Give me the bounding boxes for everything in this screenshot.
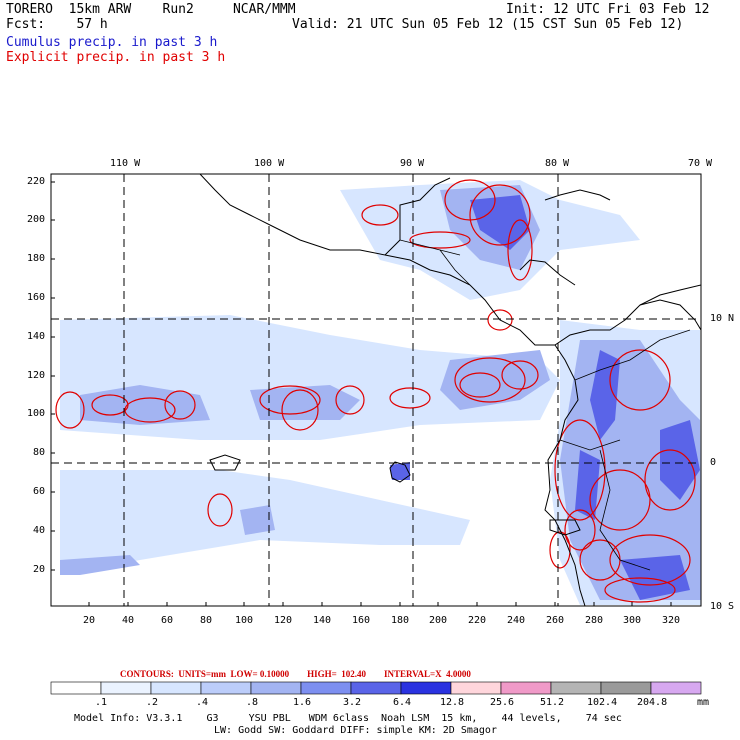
colorbar-cell [550,681,602,695]
cumulus-precip-label: Cumulus precip. in past 3 h [6,35,218,50]
x-label: 40 [122,615,135,626]
colorbar-cell [350,681,402,695]
colorbar [50,681,702,695]
colorbar-cell [200,681,252,695]
valid-time: Valid: 21 UTC Sun 05 Feb 12 (15 CST Sun … [292,17,684,32]
model-title: TORERO 15km ARW Run2 NCAR/MMM [6,2,296,17]
colorbar-label: .2 [146,697,159,708]
colorbar-label: 1.6 [293,697,312,708]
y-label: 200 [27,214,46,225]
lon-label-70w: 70 W [688,158,713,169]
colorbar-cell [400,681,452,695]
explicit-precip-contours [55,179,696,603]
forecast-hour: Fcst: 57 h [6,17,108,32]
y-label: 140 [27,331,46,342]
colorbar-cell [300,681,352,695]
x-label: 320 [662,615,681,626]
x-label: 240 [507,615,526,626]
colorbar-label: 12.8 [440,697,465,708]
y-label: 60 [33,486,46,497]
plot-frame [50,173,702,607]
colorbar-label: .4 [196,697,209,708]
y-label: 220 [27,176,46,187]
colorbar-cell [100,681,152,695]
y-label: 20 [33,564,46,575]
x-label: 140 [313,615,332,626]
x-label: 100 [235,615,254,626]
coastlines [199,174,701,606]
y-label: 40 [33,525,46,536]
colorbar-unit: mm [697,697,710,708]
country-borders [399,239,691,571]
lon-label-110w: 110 W [110,158,141,169]
x-label: 200 [429,615,448,626]
init-time: Init: 12 UTC Fri 03 Feb 12 [506,2,710,17]
colorbar-label: 204.8 [637,697,668,708]
colorbar-label: .1 [95,697,108,708]
lat-label-10n: 10 N [710,313,735,324]
colorbar-label: .8 [246,697,259,708]
colorbar-cell [250,681,302,695]
colorbar-cell [600,681,652,695]
y-label: 80 [33,447,46,458]
lat-label-10s: 10 S [710,601,735,612]
colorbar-label: 51.2 [540,697,565,708]
y-label: 160 [27,292,46,303]
x-label: 80 [200,615,213,626]
colorbar-label: 102.4 [587,697,618,708]
lat-lon-grid [51,174,701,606]
model-info-line1: Model Info: V3.3.1 G3 YSU PBL WDM 6class… [74,713,622,724]
x-label: 260 [546,615,565,626]
lon-label-90w: 90 W [400,158,425,169]
lon-label-100w: 100 W [254,158,285,169]
x-label: 180 [391,615,410,626]
x-label: 280 [585,615,604,626]
y-label: 180 [27,253,46,264]
lon-label-80w: 80 W [545,158,570,169]
contour-info: CONTOURS: UNITS=mm LOW= 0.10000 HIGH= 10… [120,669,471,679]
x-label: 20 [83,615,96,626]
colorbar-cell [500,681,552,695]
y-label: 100 [27,408,46,419]
x-label: 220 [468,615,487,626]
model-info-line2: LW: Godd SW: Goddard DIFF: simple KM: 2D… [214,725,497,736]
colorbar-label: 3.2 [343,697,362,708]
colorbar-label: 6.4 [393,697,412,708]
colorbar-cell [650,681,702,695]
explicit-precip-label: Explicit precip. in past 3 h [6,50,226,65]
x-label: 160 [352,615,371,626]
lat-label-0: 0 [710,457,717,468]
colorbar-cell [450,681,502,695]
x-label: 300 [623,615,642,626]
y-label: 120 [27,370,46,381]
x-label: 120 [274,615,293,626]
axis-ticks [51,181,672,606]
colorbar-label: 25.6 [490,697,515,708]
x-label: 60 [161,615,174,626]
colorbar-cell [150,681,202,695]
colorbar-cell [50,681,102,695]
